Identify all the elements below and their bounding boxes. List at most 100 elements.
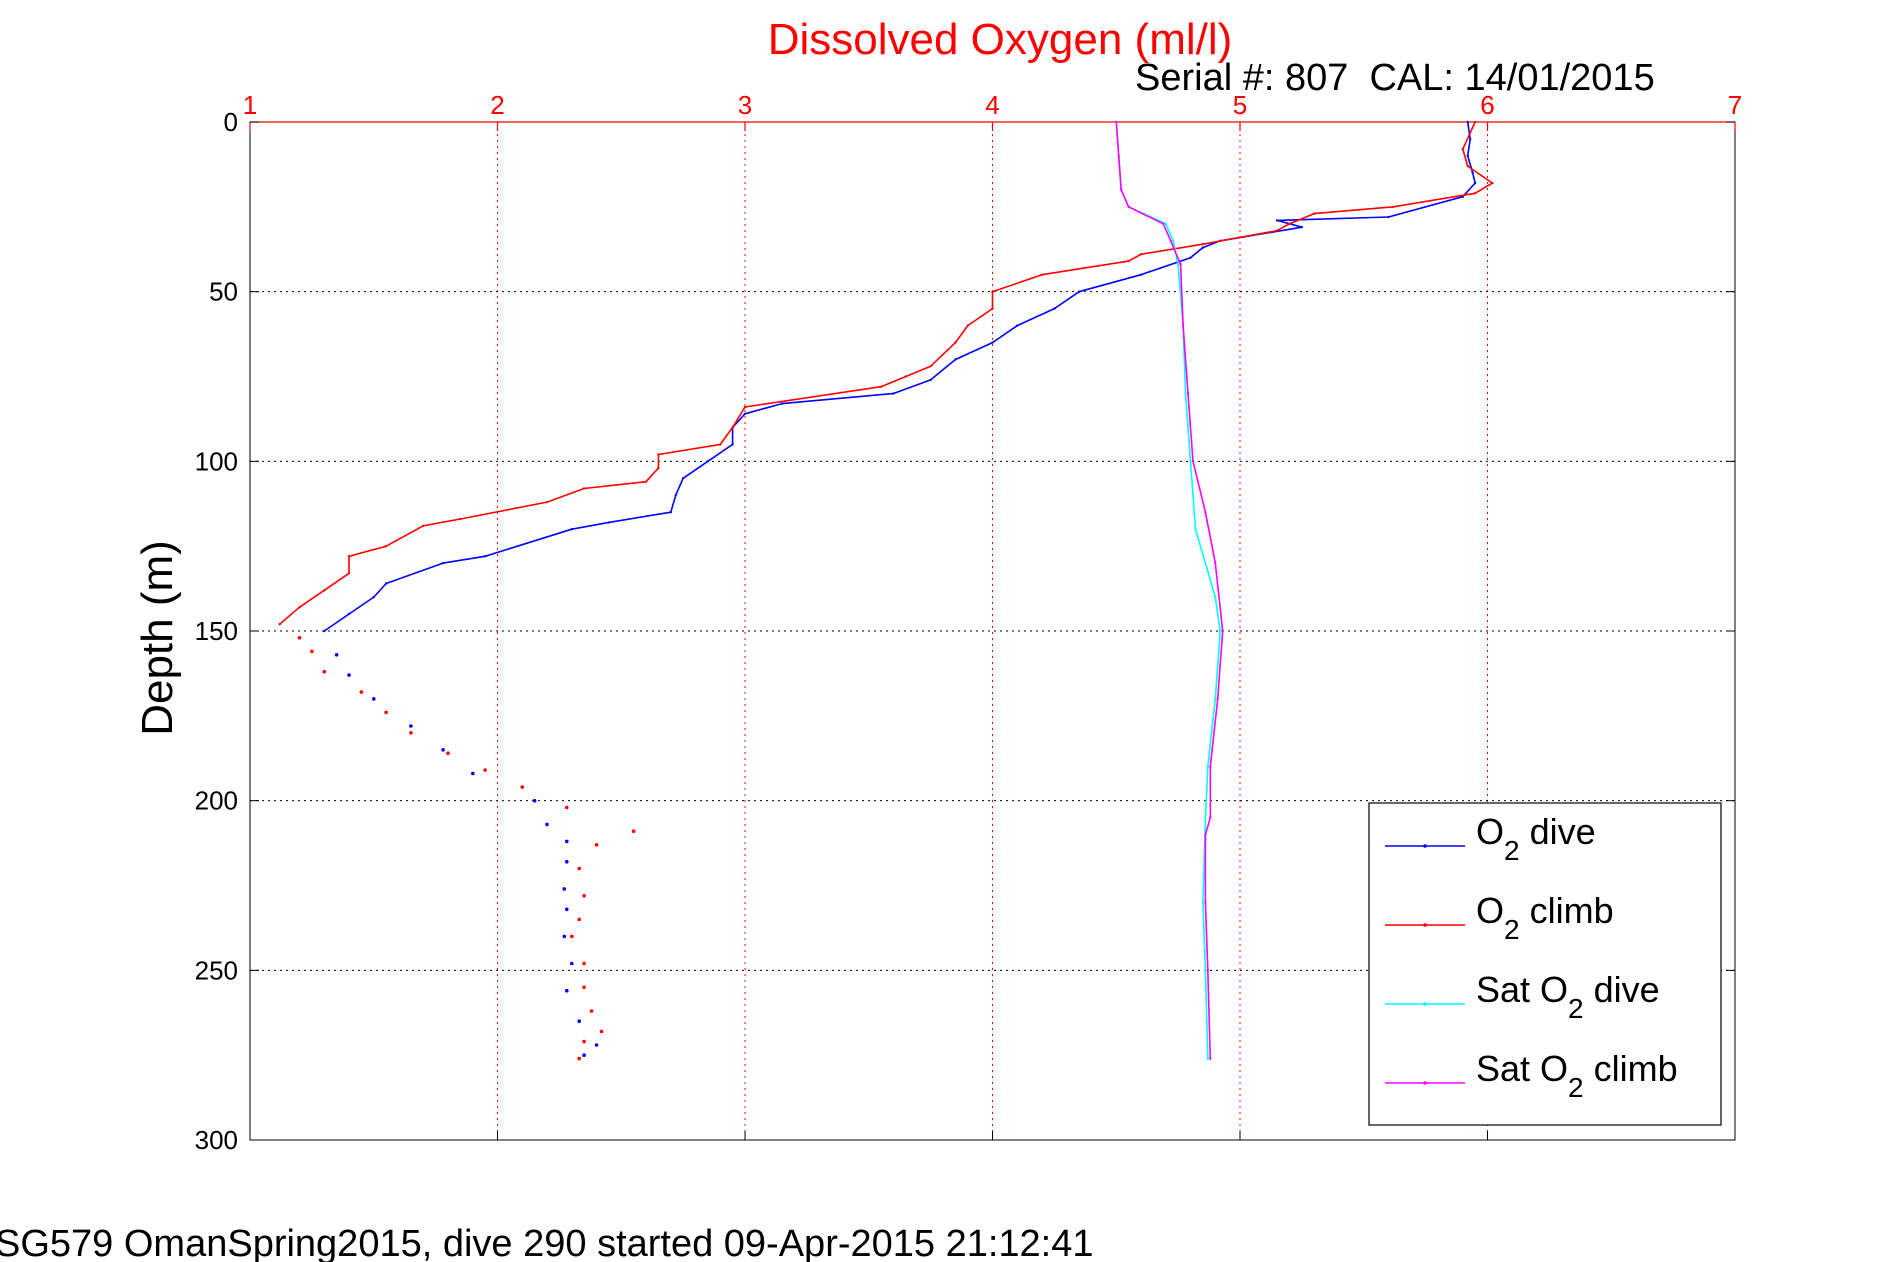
series-point <box>1204 511 1207 514</box>
series-point <box>1473 181 1477 185</box>
x-tick-label: 3 <box>738 90 752 120</box>
series-point <box>562 887 567 891</box>
series-point <box>570 934 574 939</box>
series-point <box>1204 833 1207 836</box>
series-point <box>731 443 734 446</box>
series-point <box>582 1053 586 1057</box>
series-point <box>594 1043 599 1047</box>
series-point <box>1201 901 1205 904</box>
series-line <box>323 121 1476 632</box>
series-point <box>565 839 569 844</box>
x-tick-label: 5 <box>1233 90 1247 120</box>
series-point <box>520 785 525 789</box>
series-point <box>1040 273 1044 276</box>
series-point <box>1139 253 1143 256</box>
series-1 <box>278 120 1494 1061</box>
series-point <box>1194 528 1197 531</box>
legend-label: Sat O2 climb <box>1476 1048 1678 1103</box>
series-point <box>1219 629 1222 633</box>
series-line <box>1115 121 1224 1059</box>
series-point <box>631 829 636 833</box>
series-point <box>570 961 574 966</box>
series-point <box>1169 239 1172 242</box>
series-point <box>780 402 784 405</box>
series-point <box>1206 765 1210 768</box>
series-point <box>1204 819 1207 823</box>
legend-label-main: Sat O <box>1476 1048 1568 1089</box>
series-point <box>577 866 581 871</box>
series-point <box>565 988 569 993</box>
series-point <box>532 798 537 803</box>
dive-info-footer: SG579 OmanSpring2015, dive 290 started 0… <box>0 1223 1094 1262</box>
series-point <box>422 524 425 527</box>
series-point <box>582 487 586 490</box>
series-point <box>562 934 567 939</box>
series-point <box>297 636 302 640</box>
series-layer <box>278 120 1494 1061</box>
series-point <box>1216 697 1219 701</box>
series-point <box>372 697 376 701</box>
series-point <box>669 511 672 514</box>
series-point <box>1466 154 1469 158</box>
y-tick-group: 0 50 100 150 200 250 300 <box>195 107 1735 1155</box>
x-tick-label: 4 <box>985 90 999 120</box>
legend-label-tail: climb <box>1520 890 1614 931</box>
series-point <box>991 341 994 344</box>
series-point <box>384 710 388 715</box>
series-point <box>565 859 569 864</box>
series-point <box>731 426 734 429</box>
series-point <box>1491 181 1494 185</box>
legend-label: O2 climb <box>1476 890 1614 945</box>
y-tick-label: 300 <box>195 1125 238 1155</box>
series-point <box>545 822 549 827</box>
series-point <box>1221 629 1224 633</box>
legend-label-subscript: 2 <box>1504 835 1520 866</box>
series-point <box>298 606 301 609</box>
series-point <box>879 385 883 388</box>
series-point <box>1117 154 1120 158</box>
x-tick-label: 2 <box>490 90 504 120</box>
series-point <box>1275 229 1279 232</box>
legend-label-subscript: 2 <box>1504 914 1520 945</box>
series-point <box>347 612 351 616</box>
series-point <box>441 561 445 565</box>
series-point <box>892 392 895 395</box>
series-point <box>582 893 586 898</box>
series-point <box>577 1019 581 1023</box>
series-point <box>1189 460 1192 463</box>
series-point <box>334 653 339 657</box>
series-point <box>1206 1057 1210 1060</box>
y-tick-label: 50 <box>209 277 238 307</box>
series-point <box>1214 561 1217 565</box>
series-point <box>681 477 685 480</box>
series-point <box>446 751 450 755</box>
legend-label-main: O <box>1476 890 1504 931</box>
series-point <box>954 358 957 361</box>
legend-box <box>1368 802 1722 1126</box>
legend-label: O2 dive <box>1476 811 1596 866</box>
series-point <box>1204 969 1207 972</box>
series-point <box>384 582 388 585</box>
series-point <box>1387 215 1390 219</box>
series-point <box>471 771 475 776</box>
series-point <box>1201 246 1205 249</box>
series-point <box>1209 816 1212 819</box>
legend-marker <box>1423 844 1427 848</box>
series-point <box>565 805 569 810</box>
x-tick-label: 6 <box>1480 90 1494 120</box>
series-point <box>384 545 388 548</box>
y-axis-label: Depth (m) <box>133 540 182 736</box>
series-point <box>594 843 599 847</box>
series-0 <box>323 120 1477 1057</box>
series-point <box>991 290 994 293</box>
series-point <box>1181 324 1185 327</box>
series-point <box>577 1056 581 1061</box>
series-point <box>607 521 611 524</box>
x-tick-group: 1 2 3 4 5 6 7 <box>243 90 1742 1140</box>
series-point <box>1120 188 1123 192</box>
series-point <box>1469 137 1472 141</box>
series-point <box>1466 164 1469 168</box>
series-point <box>577 917 581 922</box>
series-point <box>483 555 487 558</box>
